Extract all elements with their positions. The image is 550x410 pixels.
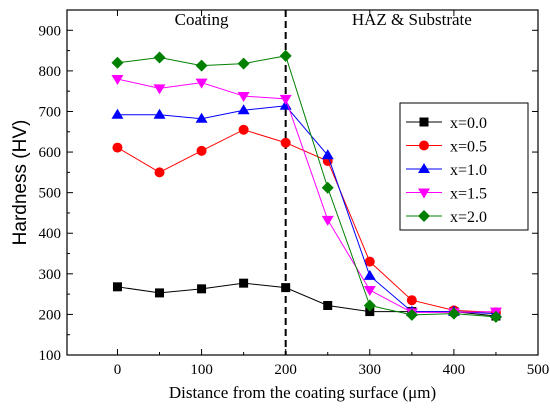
- data-point: [363, 269, 376, 280]
- series-x=1.5: [111, 75, 502, 319]
- x-tick-label: 200: [274, 362, 297, 378]
- data-point: [365, 307, 375, 317]
- data-point: [489, 310, 502, 323]
- data-point: [279, 94, 292, 105]
- data-point: [196, 145, 207, 156]
- legend-marker: [419, 117, 429, 127]
- data-point: [238, 124, 249, 135]
- data-point: [197, 284, 207, 294]
- plot-frame: [66, 9, 539, 356]
- y-tick-label: 700: [39, 104, 62, 120]
- data-point: [195, 78, 208, 89]
- data-point: [237, 57, 250, 70]
- x-axis-title: Distance from the coating surface (μm): [169, 383, 436, 402]
- data-point: [321, 181, 334, 194]
- y-tick-label: 600: [39, 145, 62, 161]
- data-point: [280, 137, 291, 148]
- data-point: [155, 288, 165, 298]
- x-tick-label: 300: [359, 362, 382, 378]
- data-point: [364, 256, 375, 267]
- x-tick-label: 400: [443, 362, 466, 378]
- data-point: [281, 283, 291, 293]
- series-line: [117, 105, 496, 315]
- data-point: [237, 104, 250, 115]
- data-point: [363, 286, 376, 297]
- data-point: [237, 92, 250, 103]
- y-tick-label: 500: [39, 186, 62, 202]
- plot-layer: [111, 10, 502, 355]
- legend-label: x=1.5: [450, 186, 487, 203]
- y-tick-label: 100: [39, 348, 62, 364]
- data-point: [153, 84, 166, 95]
- legend: x=0.0 x=0.5 x=1.0 x=1.5 x=2.0: [399, 102, 529, 231]
- legend-label: x=2.0: [450, 209, 487, 226]
- data-point: [112, 142, 123, 153]
- data-point: [321, 149, 334, 160]
- data-point: [406, 295, 417, 306]
- legend-marker: [418, 188, 430, 199]
- data-point: [279, 49, 292, 62]
- legend-item: x=1.5: [406, 186, 487, 203]
- series-x=2.0: [111, 49, 502, 323]
- data-point: [111, 56, 124, 69]
- data-point: [405, 308, 418, 321]
- y-tick-label: 400: [39, 226, 62, 242]
- y-axis-title: Hardness (HV): [10, 120, 31, 246]
- x-tick-label: 100: [190, 362, 213, 378]
- data-point: [153, 108, 166, 119]
- annotation-haz-substrate: HAZ & Substrate: [352, 10, 472, 29]
- legend-marker: [418, 210, 430, 222]
- tick-layer: 0 100 200 300 400 500 100 200 300 400 500 600 700 800…: [39, 10, 550, 378]
- data-point: [321, 215, 334, 226]
- data-point: [323, 300, 333, 310]
- data-point: [447, 307, 460, 320]
- legend-item: x=1.0: [406, 162, 487, 179]
- y-tick-label: 800: [39, 64, 62, 80]
- series-line: [117, 55, 496, 318]
- series-line: [117, 129, 496, 313]
- y-tick-label: 300: [39, 267, 62, 283]
- x-tick-label: 0: [114, 362, 122, 378]
- legend-label: x=1.0: [450, 162, 487, 179]
- annotation-coating: Coating: [175, 10, 229, 29]
- series-line: [117, 78, 496, 313]
- legend-label: x=0.0: [450, 115, 487, 132]
- legend-item: x=0.0: [406, 115, 487, 132]
- data-point: [112, 282, 122, 292]
- x-tick-label: 500: [527, 362, 550, 378]
- legend-label: x=0.5: [450, 139, 487, 156]
- legend-item: x=0.5: [406, 139, 487, 156]
- data-point: [111, 108, 124, 119]
- data-point: [239, 278, 249, 288]
- y-tick-label: 900: [39, 23, 62, 39]
- legend-item: x=2.0: [406, 209, 487, 226]
- legend-marker: [418, 163, 430, 173]
- legend-marker: [419, 140, 429, 151]
- data-point: [111, 75, 124, 85]
- data-point: [363, 299, 376, 312]
- data-point: [195, 59, 208, 72]
- data-point: [154, 167, 165, 178]
- data-point: [195, 112, 208, 123]
- data-point: [153, 51, 166, 64]
- y-tick-label: 200: [39, 307, 62, 323]
